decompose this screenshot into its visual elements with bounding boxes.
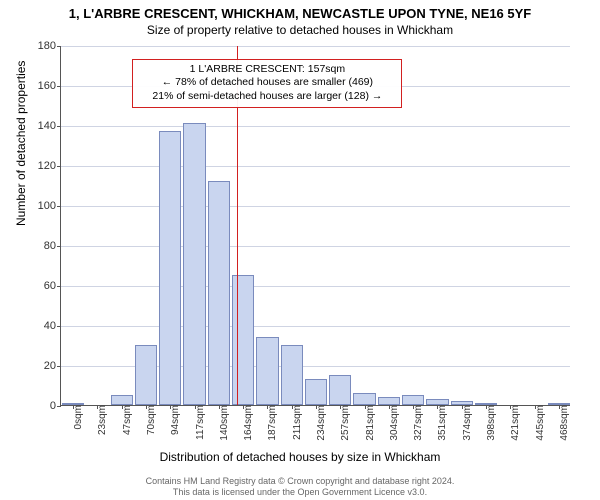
xtick-label: 327sqm	[409, 405, 424, 441]
xtick-label: 187sqm	[263, 405, 278, 441]
ytick-label: 140	[38, 120, 61, 132]
gridline	[61, 286, 570, 287]
histogram-bar	[111, 395, 133, 405]
histogram-bar	[329, 375, 351, 405]
gridline	[61, 246, 570, 247]
gridline	[61, 326, 570, 327]
annotation-line: 1 L'ARBRE CRESCENT: 157sqm	[139, 63, 395, 77]
ytick-label: 20	[44, 360, 61, 372]
xtick-label: 117sqm	[191, 405, 206, 440]
xtick-label: 234sqm	[312, 405, 327, 441]
histogram-bar	[232, 275, 254, 405]
xtick-label: 421sqm	[506, 405, 521, 441]
histogram-bar	[378, 397, 400, 405]
ytick-label: 0	[50, 400, 61, 412]
xtick-label: 445sqm	[531, 405, 546, 441]
histogram-bar	[256, 337, 278, 405]
gridline	[61, 166, 570, 167]
xtick-label: 351sqm	[433, 405, 448, 441]
plot-area: 0204060801001201401601800sqm23sqm47sqm70…	[60, 46, 570, 406]
ytick-label: 80	[44, 240, 61, 252]
ytick-label: 100	[38, 200, 61, 212]
gridline	[61, 206, 570, 207]
annotation-box: 1 L'ARBRE CRESCENT: 157sqm← 78% of detac…	[132, 59, 402, 108]
page-title-address: 1, L'ARBRE CRESCENT, WHICKHAM, NEWCASTLE…	[0, 0, 600, 21]
footer-line1: Contains HM Land Registry data © Crown c…	[0, 476, 600, 487]
annotation-line: ← 78% of detached houses are smaller (46…	[139, 76, 395, 90]
footer-line2: This data is licensed under the Open Gov…	[0, 487, 600, 498]
annotation-line: 21% of semi-detached houses are larger (…	[139, 90, 395, 104]
ytick-label: 160	[38, 80, 61, 92]
histogram-bar	[135, 345, 157, 405]
histogram-bar	[353, 393, 375, 405]
xtick-label: 47sqm	[118, 405, 133, 435]
xtick-label: 140sqm	[215, 405, 230, 441]
xtick-label: 211sqm	[288, 405, 303, 440]
ytick-label: 180	[38, 40, 61, 52]
xtick-label: 304sqm	[385, 405, 400, 441]
ytick-label: 40	[44, 320, 61, 332]
footer-attribution: Contains HM Land Registry data © Crown c…	[0, 476, 600, 498]
gridline	[61, 46, 570, 47]
xtick-label: 374sqm	[458, 405, 473, 441]
histogram-chart: 0204060801001201401601800sqm23sqm47sqm70…	[60, 46, 570, 406]
xtick-label: 281sqm	[361, 405, 376, 441]
gridline	[61, 126, 570, 127]
xtick-label: 257sqm	[336, 405, 351, 441]
xtick-label: 0sqm	[69, 405, 84, 429]
histogram-bar	[305, 379, 327, 405]
page-subtitle: Size of property relative to detached ho…	[0, 21, 600, 37]
x-axis-label: Distribution of detached houses by size …	[0, 450, 600, 464]
histogram-bar	[183, 123, 205, 405]
ytick-label: 120	[38, 160, 61, 172]
histogram-bar	[208, 181, 230, 405]
xtick-label: 70sqm	[142, 405, 157, 435]
y-axis-label: Number of detached properties	[14, 61, 28, 226]
xtick-label: 94sqm	[166, 405, 181, 435]
xtick-label: 468sqm	[555, 405, 570, 441]
histogram-bar	[159, 131, 181, 405]
histogram-bar	[281, 345, 303, 405]
histogram-bar	[402, 395, 424, 405]
xtick-label: 398sqm	[482, 405, 497, 441]
ytick-label: 60	[44, 280, 61, 292]
xtick-label: 23sqm	[93, 405, 108, 435]
xtick-label: 164sqm	[239, 405, 254, 441]
